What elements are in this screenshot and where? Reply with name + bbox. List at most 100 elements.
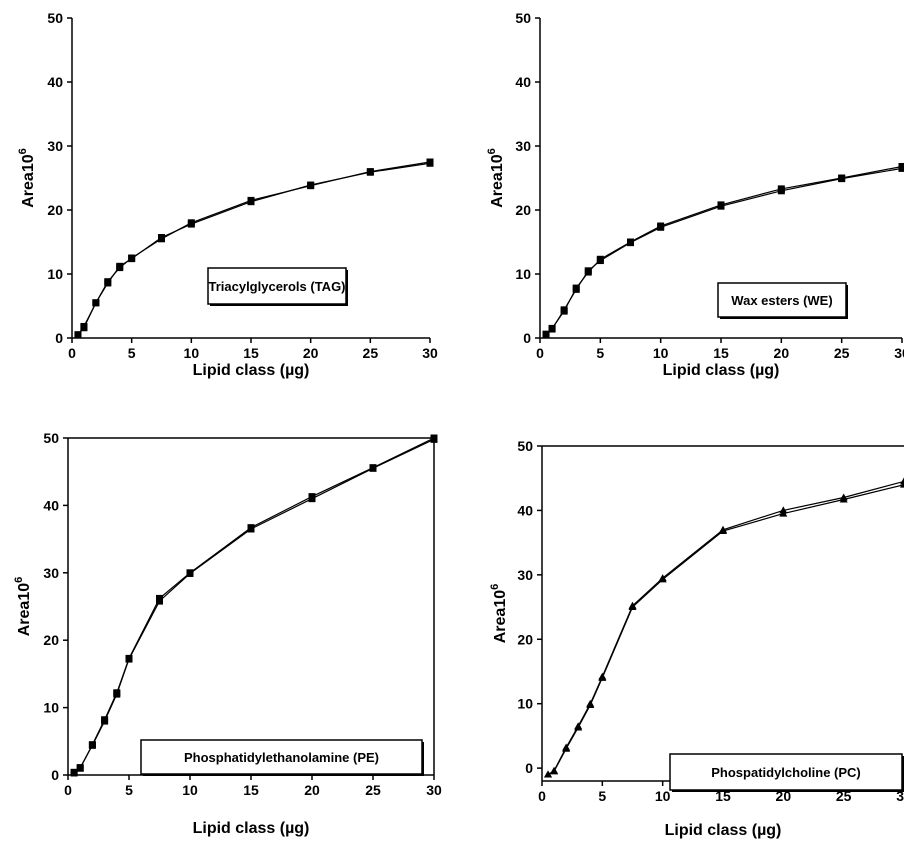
y-tick-label: 20 xyxy=(43,632,59,648)
x-tick-label: 5 xyxy=(596,345,604,361)
data-point-marker xyxy=(307,181,315,189)
y-tick-label: 30 xyxy=(517,567,533,583)
legend-box xyxy=(140,739,423,775)
y-tick-label: 10 xyxy=(515,266,531,282)
y-axis-title: Area106 xyxy=(489,584,509,644)
y-tick-label: 50 xyxy=(517,438,533,454)
legend-box xyxy=(669,753,903,791)
data-point-marker xyxy=(900,477,904,485)
y-tick-label: 40 xyxy=(47,74,63,90)
data-point-marker xyxy=(838,175,846,183)
y-axis-title: Area106 xyxy=(13,577,33,637)
y-axis-title-exponent: 6 xyxy=(486,148,498,154)
y-tick-label: 50 xyxy=(515,10,531,26)
x-tick-label: 5 xyxy=(125,782,133,798)
data-point-marker xyxy=(70,768,78,776)
x-tick-label: 30 xyxy=(894,345,904,361)
y-tick-label: 10 xyxy=(517,696,533,712)
data-point-marker xyxy=(596,257,604,265)
data-point-marker xyxy=(187,220,195,228)
data-point-marker xyxy=(657,223,665,231)
x-tick-label: 15 xyxy=(713,345,729,361)
x-tick-label: 0 xyxy=(64,782,72,798)
x-tick-label: 0 xyxy=(538,788,546,804)
series-line-2 xyxy=(77,162,431,336)
y-tick-label: 10 xyxy=(43,700,59,716)
x-tick-label: 30 xyxy=(426,782,442,798)
x-tick-label: 0 xyxy=(536,345,544,361)
x-tick-label: 15 xyxy=(243,782,259,798)
data-point-marker xyxy=(548,325,556,333)
legend-label: Phospatidylcholine (PC) xyxy=(711,765,861,780)
data-point-marker xyxy=(426,159,434,167)
data-point-marker xyxy=(598,672,607,680)
data-point-marker xyxy=(369,464,377,472)
x-tick-label: 10 xyxy=(182,782,198,798)
data-point-marker xyxy=(658,574,667,582)
series-line-2 xyxy=(73,438,435,773)
data-point-marker xyxy=(586,699,595,707)
x-axis-title: Lipid class (µg) xyxy=(663,362,780,379)
data-point-marker xyxy=(116,262,124,270)
y-axis-title: Area106 xyxy=(486,148,506,208)
y-tick-label: 0 xyxy=(525,760,533,776)
data-point-marker xyxy=(128,255,136,263)
chart-panel-3: 0 10 20 30 40 50 0 5 10 15 20 25 30 Lipid class (µg) A… xyxy=(13,430,442,837)
data-point-marker xyxy=(562,743,571,751)
data-point-marker xyxy=(572,285,580,293)
data-point-marker xyxy=(158,234,165,242)
data-point-marker xyxy=(584,267,592,275)
x-axis-title: Lipid class (µg) xyxy=(193,820,310,837)
y-tick-label: 50 xyxy=(43,430,59,446)
x-tick-label: 10 xyxy=(655,788,671,804)
data-point-marker xyxy=(308,495,316,503)
x-tick-label: 0 xyxy=(68,345,76,361)
x-tick-label: 20 xyxy=(774,345,790,361)
data-point-marker xyxy=(80,324,88,332)
x-tick-label: 5 xyxy=(598,788,606,804)
data-point-marker xyxy=(839,493,848,501)
chart-panel-2: 0 10 20 30 40 50 0 5 10 15 20 25 30 Lipid class (µg) A… xyxy=(486,10,904,379)
data-point-marker xyxy=(88,741,96,749)
series-line-1 xyxy=(547,484,904,776)
x-tick-label: 25 xyxy=(834,345,850,361)
data-point-marker xyxy=(717,202,725,210)
data-point-marker xyxy=(113,690,121,698)
x-tick-label: 30 xyxy=(422,345,438,361)
x-axis-title: Lipid class (µg) xyxy=(665,822,782,839)
legend-label: Triacylglycerols (TAG) xyxy=(208,279,345,294)
chart-panel-1: 0 10 20 30 40 50 0 5 10 15 20 25 30 Lipid class (µg) A… xyxy=(17,10,438,379)
x-tick-label: 20 xyxy=(303,345,319,361)
data-point-marker xyxy=(628,601,637,609)
x-tick-label: 15 xyxy=(243,345,259,361)
y-tick-label: 20 xyxy=(47,202,63,218)
y-tick-label: 10 xyxy=(47,266,63,282)
y-tick-label: 30 xyxy=(47,138,63,154)
data-point-marker xyxy=(92,299,100,307)
data-point-marker xyxy=(76,764,84,772)
y-tick-label: 0 xyxy=(51,767,59,783)
x-tick-label: 25 xyxy=(365,782,381,798)
data-point-marker xyxy=(560,306,568,314)
data-point-marker xyxy=(779,506,788,514)
series-line-1 xyxy=(77,161,431,336)
data-point-marker xyxy=(247,198,255,206)
y-tick-label: 20 xyxy=(515,202,531,218)
y-tick-label: 20 xyxy=(517,631,533,647)
legend-label: Phosphatidylethanolamine (PE) xyxy=(184,750,379,765)
data-point-marker xyxy=(550,766,559,774)
data-point-marker xyxy=(247,525,255,533)
legend-box xyxy=(207,267,347,305)
y-axis-title-exponent: 6 xyxy=(13,577,25,583)
y-axis-title-base: Area10 xyxy=(492,590,509,643)
y-tick-label: 50 xyxy=(47,10,63,26)
legend-label: Wax esters (WE) xyxy=(731,293,832,308)
x-tick-label: 30 xyxy=(896,788,904,804)
x-tick-label: 5 xyxy=(128,345,136,361)
y-tick-label: 30 xyxy=(515,138,531,154)
y-axis-title-base: Area10 xyxy=(489,154,506,207)
data-point-marker xyxy=(104,279,112,287)
y-tick-label: 30 xyxy=(43,565,59,581)
